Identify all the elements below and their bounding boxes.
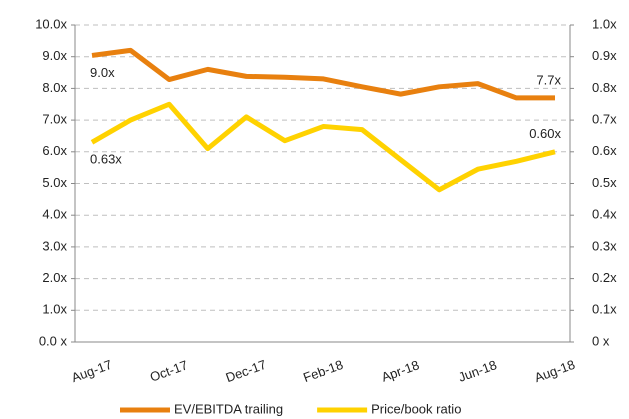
data-label: 9.0x — [90, 65, 115, 80]
y2-tick-label: 0.5x — [592, 175, 617, 190]
line-series — [90, 101, 556, 193]
x-tick-label: Aug-17 — [69, 357, 114, 385]
x-tick-label: Apr-18 — [379, 357, 421, 384]
y2-tick-label: 0.7x — [592, 112, 617, 127]
y-tick-label: 1.0x — [42, 302, 67, 317]
y-tick-label: 2.0x — [42, 270, 67, 285]
legend-label: Price/book ratio — [371, 401, 461, 416]
x-tick-label: Oct-17 — [148, 357, 190, 384]
y2-tick-label: 0 x — [592, 333, 610, 348]
y-tick-label: 5.0x — [42, 175, 67, 190]
x-tick-label: Jun-18 — [456, 357, 498, 385]
y-tick-label: 8.0x — [42, 80, 67, 95]
y2-tick-label: 1.0x — [592, 16, 617, 31]
y2-tick-label: 0.8x — [592, 80, 617, 95]
y-tick-label: 9.0x — [42, 48, 67, 63]
y2-tick-label: 0.3x — [592, 238, 617, 253]
y-tick-label: 10.0x — [35, 16, 67, 31]
y2-tick-label: 0.4x — [592, 207, 617, 222]
y2-tick-label: 0.1x — [592, 302, 617, 317]
y2-tick-label: 0.9x — [592, 48, 617, 63]
y-tick-label: 7.0x — [42, 112, 67, 127]
data-label: 0.63x — [90, 152, 122, 167]
x-tick-label: Dec-17 — [224, 357, 269, 385]
x-tick-label: Aug-18 — [532, 357, 577, 385]
x-tick-label: Feb-18 — [301, 357, 345, 385]
y-tick-label: 0.0 x — [39, 333, 68, 348]
y-tick-label: 3.0x — [42, 238, 67, 253]
y-tick-label: 6.0x — [42, 143, 67, 158]
data-label: 7.7x — [536, 72, 561, 87]
legend-label: EV/EBITDA trailing — [174, 401, 283, 416]
data-label: 0.60x — [529, 126, 561, 141]
y-tick-label: 4.0x — [42, 207, 67, 222]
line-series — [91, 47, 555, 101]
y2-tick-label: 0.2x — [592, 270, 617, 285]
y2-tick-label: 0.6x — [592, 143, 617, 158]
